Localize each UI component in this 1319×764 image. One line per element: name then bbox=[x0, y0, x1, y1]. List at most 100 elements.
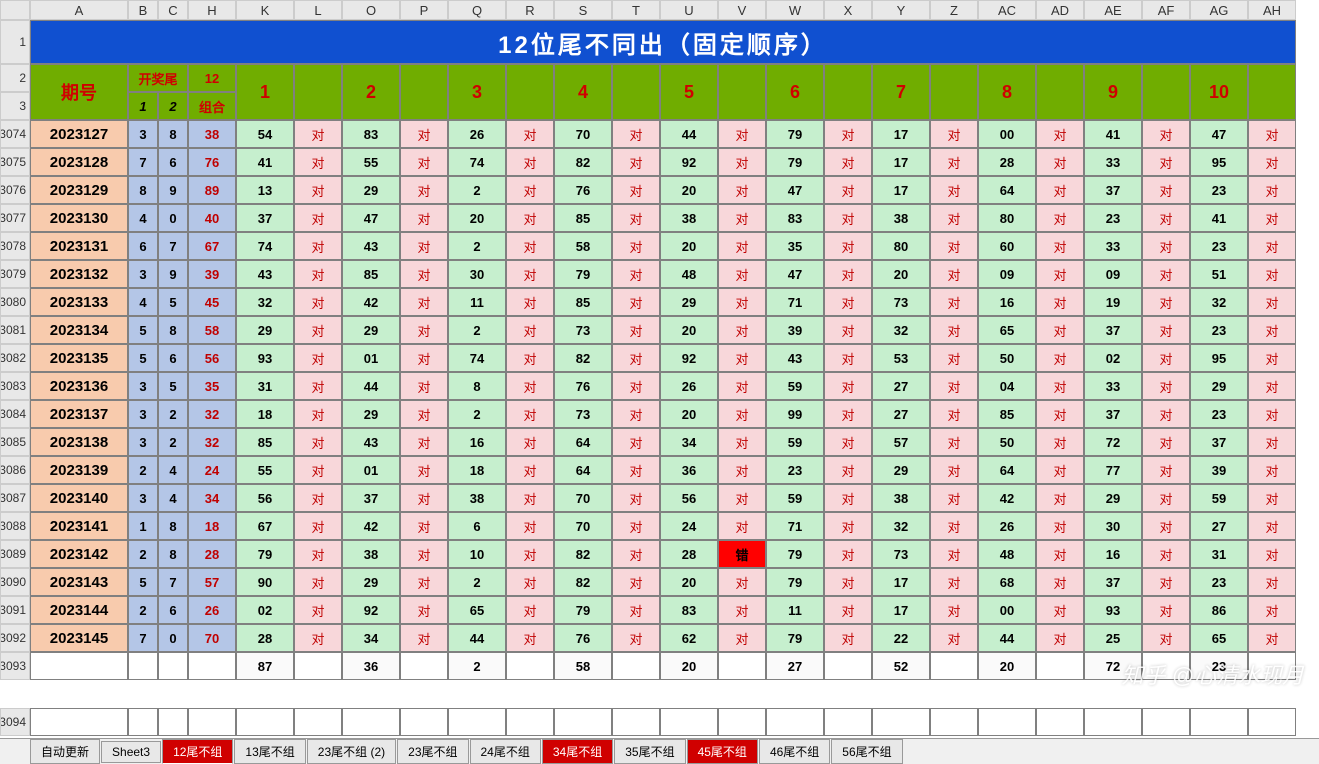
cell-status[interactable]: 对 bbox=[824, 120, 872, 148]
row-header[interactable]: 3089 bbox=[0, 540, 30, 568]
cell-val[interactable]: 2 bbox=[448, 400, 506, 428]
cell-status[interactable]: 对 bbox=[1142, 260, 1190, 288]
row-header[interactable]: 3080 bbox=[0, 288, 30, 316]
cell-zuhe[interactable]: 57 bbox=[188, 568, 236, 596]
cell-val[interactable]: 55 bbox=[236, 456, 294, 484]
cell-zuhe[interactable]: 32 bbox=[188, 428, 236, 456]
cell-status[interactable]: 对 bbox=[294, 344, 342, 372]
cell-status[interactable]: 对 bbox=[1142, 176, 1190, 204]
cell-qihao[interactable]: 2023129 bbox=[30, 176, 128, 204]
cell-status[interactable]: 对 bbox=[1248, 148, 1296, 176]
cell-val[interactable]: 47 bbox=[766, 176, 824, 204]
row-header[interactable]: 3078 bbox=[0, 232, 30, 260]
cell-status[interactable]: 对 bbox=[400, 260, 448, 288]
cell-val[interactable]: 20 bbox=[660, 568, 718, 596]
cell-val[interactable]: 17 bbox=[872, 568, 930, 596]
cell-zuhe[interactable]: 24 bbox=[188, 456, 236, 484]
cell-val[interactable]: 99 bbox=[766, 400, 824, 428]
cell-status[interactable]: 对 bbox=[930, 624, 978, 652]
cell-status[interactable]: 对 bbox=[612, 372, 660, 400]
cell-val[interactable]: 23 bbox=[1190, 232, 1248, 260]
col-header[interactable] bbox=[0, 0, 30, 20]
cell-val[interactable]: 48 bbox=[978, 540, 1036, 568]
cell-status[interactable]: 对 bbox=[930, 484, 978, 512]
cell-val[interactable]: 59 bbox=[766, 428, 824, 456]
cell-status[interactable]: 对 bbox=[824, 568, 872, 596]
cell-status[interactable]: 对 bbox=[612, 428, 660, 456]
cell-val[interactable]: 20 bbox=[660, 316, 718, 344]
cell-status[interactable]: 对 bbox=[612, 568, 660, 596]
empty-cell[interactable] bbox=[718, 708, 766, 736]
cell-d2[interactable]: 4 bbox=[158, 484, 188, 512]
cell-status[interactable]: 对 bbox=[718, 260, 766, 288]
cell-qihao[interactable]: 2023131 bbox=[30, 232, 128, 260]
cell-status[interactable]: 对 bbox=[1036, 344, 1084, 372]
cell-status[interactable]: 对 bbox=[294, 232, 342, 260]
cell-status[interactable]: 对 bbox=[718, 568, 766, 596]
row-header[interactable]: 3076 bbox=[0, 176, 30, 204]
cell-d2[interactable]: 0 bbox=[158, 204, 188, 232]
cell-status[interactable]: 对 bbox=[1036, 176, 1084, 204]
cell-d2[interactable]: 9 bbox=[158, 260, 188, 288]
cell-status[interactable]: 对 bbox=[930, 148, 978, 176]
cell-d2[interactable]: 2 bbox=[158, 400, 188, 428]
cell-qihao[interactable]: 2023142 bbox=[30, 540, 128, 568]
cell-status[interactable]: 对 bbox=[294, 624, 342, 652]
cell-qihao[interactable]: 2023127 bbox=[30, 120, 128, 148]
cell-status[interactable]: 对 bbox=[930, 456, 978, 484]
cell-status[interactable]: 对 bbox=[612, 456, 660, 484]
cell-status[interactable]: 对 bbox=[1036, 316, 1084, 344]
cell-val[interactable]: 76 bbox=[554, 176, 612, 204]
row-header[interactable]: 3081 bbox=[0, 316, 30, 344]
tab-24尾不组[interactable]: 24尾不组 bbox=[470, 739, 541, 764]
cell-status[interactable]: 对 bbox=[506, 176, 554, 204]
cell-status[interactable]: 对 bbox=[1036, 120, 1084, 148]
tab-23尾不组 (2)[interactable]: 23尾不组 (2) bbox=[307, 739, 396, 764]
cell-status[interactable]: 对 bbox=[400, 596, 448, 624]
row-header[interactable]: 3087 bbox=[0, 484, 30, 512]
cell-zuhe[interactable]: 45 bbox=[188, 288, 236, 316]
cell-val[interactable]: 27 bbox=[872, 372, 930, 400]
cell-val[interactable]: 37 bbox=[342, 484, 400, 512]
cell-status[interactable]: 对 bbox=[1036, 400, 1084, 428]
cell-val[interactable]: 30 bbox=[448, 260, 506, 288]
cell-status[interactable] bbox=[1142, 652, 1190, 680]
cell-val[interactable]: 17 bbox=[872, 120, 930, 148]
empty-cell[interactable] bbox=[342, 708, 400, 736]
col-header[interactable]: R bbox=[506, 0, 554, 20]
cell-val[interactable]: 70 bbox=[554, 484, 612, 512]
cell-status[interactable]: 对 bbox=[1142, 596, 1190, 624]
cell-val[interactable]: 20 bbox=[660, 232, 718, 260]
cell-val[interactable]: 27 bbox=[766, 652, 824, 680]
cell-status[interactable]: 对 bbox=[824, 316, 872, 344]
cell-val[interactable]: 2 bbox=[448, 316, 506, 344]
cell-status[interactable]: 对 bbox=[1248, 260, 1296, 288]
cell-d1[interactable]: 1 bbox=[128, 512, 158, 540]
cell-val[interactable]: 09 bbox=[978, 260, 1036, 288]
cell-val[interactable]: 29 bbox=[342, 316, 400, 344]
cell-status[interactable]: 对 bbox=[1036, 148, 1084, 176]
cell-val[interactable]: 58 bbox=[554, 652, 612, 680]
cell-status[interactable]: 对 bbox=[930, 372, 978, 400]
cell-status[interactable]: 对 bbox=[718, 512, 766, 540]
cell-val[interactable]: 6 bbox=[448, 512, 506, 540]
cell-d2[interactable] bbox=[158, 652, 188, 680]
cell-val[interactable]: 68 bbox=[978, 568, 1036, 596]
cell-val[interactable]: 64 bbox=[978, 176, 1036, 204]
cell-status[interactable]: 对 bbox=[400, 624, 448, 652]
cell-status[interactable]: 对 bbox=[1142, 232, 1190, 260]
cell-status[interactable]: 对 bbox=[612, 540, 660, 568]
col-header[interactable]: Y bbox=[872, 0, 930, 20]
cell-qihao[interactable]: 2023139 bbox=[30, 456, 128, 484]
cell-status[interactable]: 对 bbox=[506, 456, 554, 484]
cell-d1[interactable]: 3 bbox=[128, 400, 158, 428]
cell-status[interactable]: 对 bbox=[612, 484, 660, 512]
col-header[interactable]: X bbox=[824, 0, 872, 20]
row-header[interactable]: 3086 bbox=[0, 456, 30, 484]
cell-val[interactable]: 32 bbox=[1190, 288, 1248, 316]
col-header[interactable]: T bbox=[612, 0, 660, 20]
cell-status[interactable]: 对 bbox=[506, 372, 554, 400]
cell-val[interactable]: 85 bbox=[236, 428, 294, 456]
cell-status[interactable]: 对 bbox=[718, 316, 766, 344]
cell-qihao[interactable]: 2023132 bbox=[30, 260, 128, 288]
